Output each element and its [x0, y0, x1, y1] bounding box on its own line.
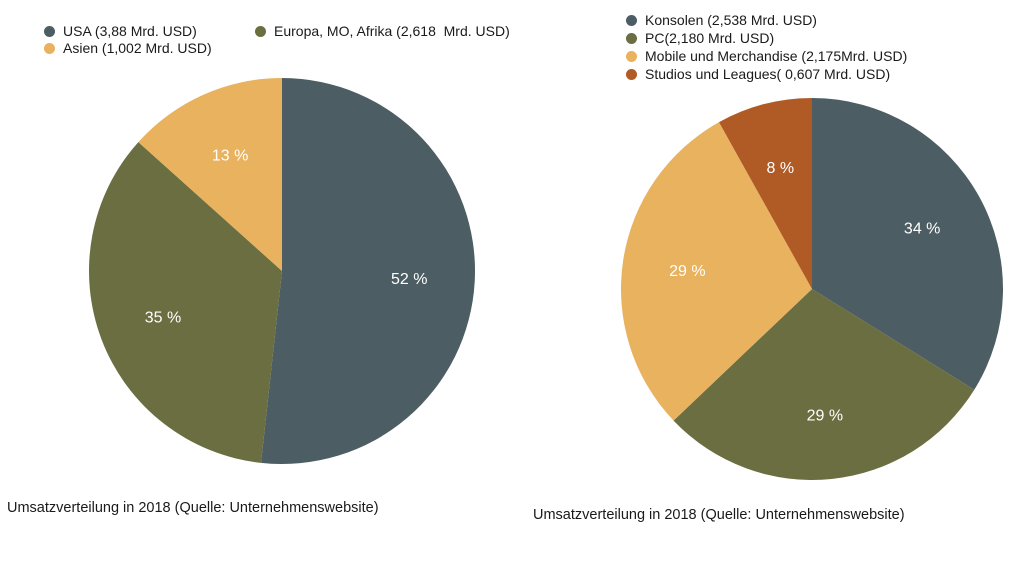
legend-label: Europa, MO, Afrika (2,618 Mrd. USD): [274, 23, 510, 39]
pie-slice-pc: [673, 289, 975, 480]
pie-slice-usa: [261, 78, 476, 464]
legend-label: PC(2,180 Mrd. USD): [645, 30, 775, 46]
legend-swatch: [626, 50, 637, 62]
legend-swatch: [44, 42, 55, 54]
slice-label-usa: 52 %: [391, 271, 427, 288]
chart-caption: Umsatzverteilung in 2018 (Quelle: Untern…: [533, 507, 905, 523]
pie-slice-asien: [138, 78, 282, 271]
chart-caption: Umsatzverteilung in 2018 (Quelle: Untern…: [7, 500, 379, 516]
legend-item-mobile: Mobile und Merchandise (2,175Mrd. USD): [626, 48, 907, 64]
chart-left: USA (3,88 Mrd. USD) Europa, MO, Afrika (…: [7, 23, 510, 516]
legend-item-konsolen: Konsolen (2,538 Mrd. USD): [626, 12, 817, 28]
slice-label-studios: 8 %: [767, 160, 795, 177]
legend-swatch: [44, 25, 55, 37]
pie-slice-europa: [89, 142, 282, 463]
slice-label-asien: 13 %: [212, 148, 248, 165]
pie-chart-right: 34 % 29 % 29 % 8 %: [621, 98, 1003, 480]
legend-swatch: [626, 14, 637, 26]
pie-slice-konsolen: [812, 98, 1003, 390]
legend-label: Studios und Leagues( 0,607 Mrd. USD): [645, 66, 891, 82]
legend-label: USA (3,88 Mrd. USD): [63, 23, 197, 39]
legend-item-europa: Europa, MO, Afrika (2,618 Mrd. USD): [255, 23, 510, 39]
legend-item-asien: Asien (1,002 Mrd. USD): [44, 40, 212, 56]
slice-label-europa: 35 %: [145, 309, 181, 326]
chart-right: Konsolen (2,538 Mrd. USD) PC(2,180 Mrd. …: [533, 0, 1024, 563]
pie-chart-left: 52 % 35 % 13 %: [89, 78, 476, 464]
legend-swatch: [255, 25, 266, 37]
slice-label-konsolen: 34 %: [904, 221, 940, 238]
legend-item-pc: PC(2,180 Mrd. USD): [626, 30, 774, 46]
legend-swatch: [626, 32, 637, 44]
pie-slice-studios: [719, 98, 812, 289]
legend-label: Asien (1,002 Mrd. USD): [63, 40, 212, 56]
legend-item-studios: Studios und Leagues( 0,607 Mrd. USD): [626, 66, 890, 82]
slice-label-pc: 29 %: [807, 407, 843, 424]
legend-swatch: [626, 68, 637, 80]
legend-item-usa: USA (3,88 Mrd. USD): [44, 23, 197, 39]
legend-label: Mobile und Merchandise (2,175Mrd. USD): [645, 48, 908, 64]
legend-label: Konsolen (2,538 Mrd. USD): [645, 12, 817, 28]
slice-label-mobile: 29 %: [669, 263, 705, 280]
pie-slice-mobile: [621, 122, 812, 421]
